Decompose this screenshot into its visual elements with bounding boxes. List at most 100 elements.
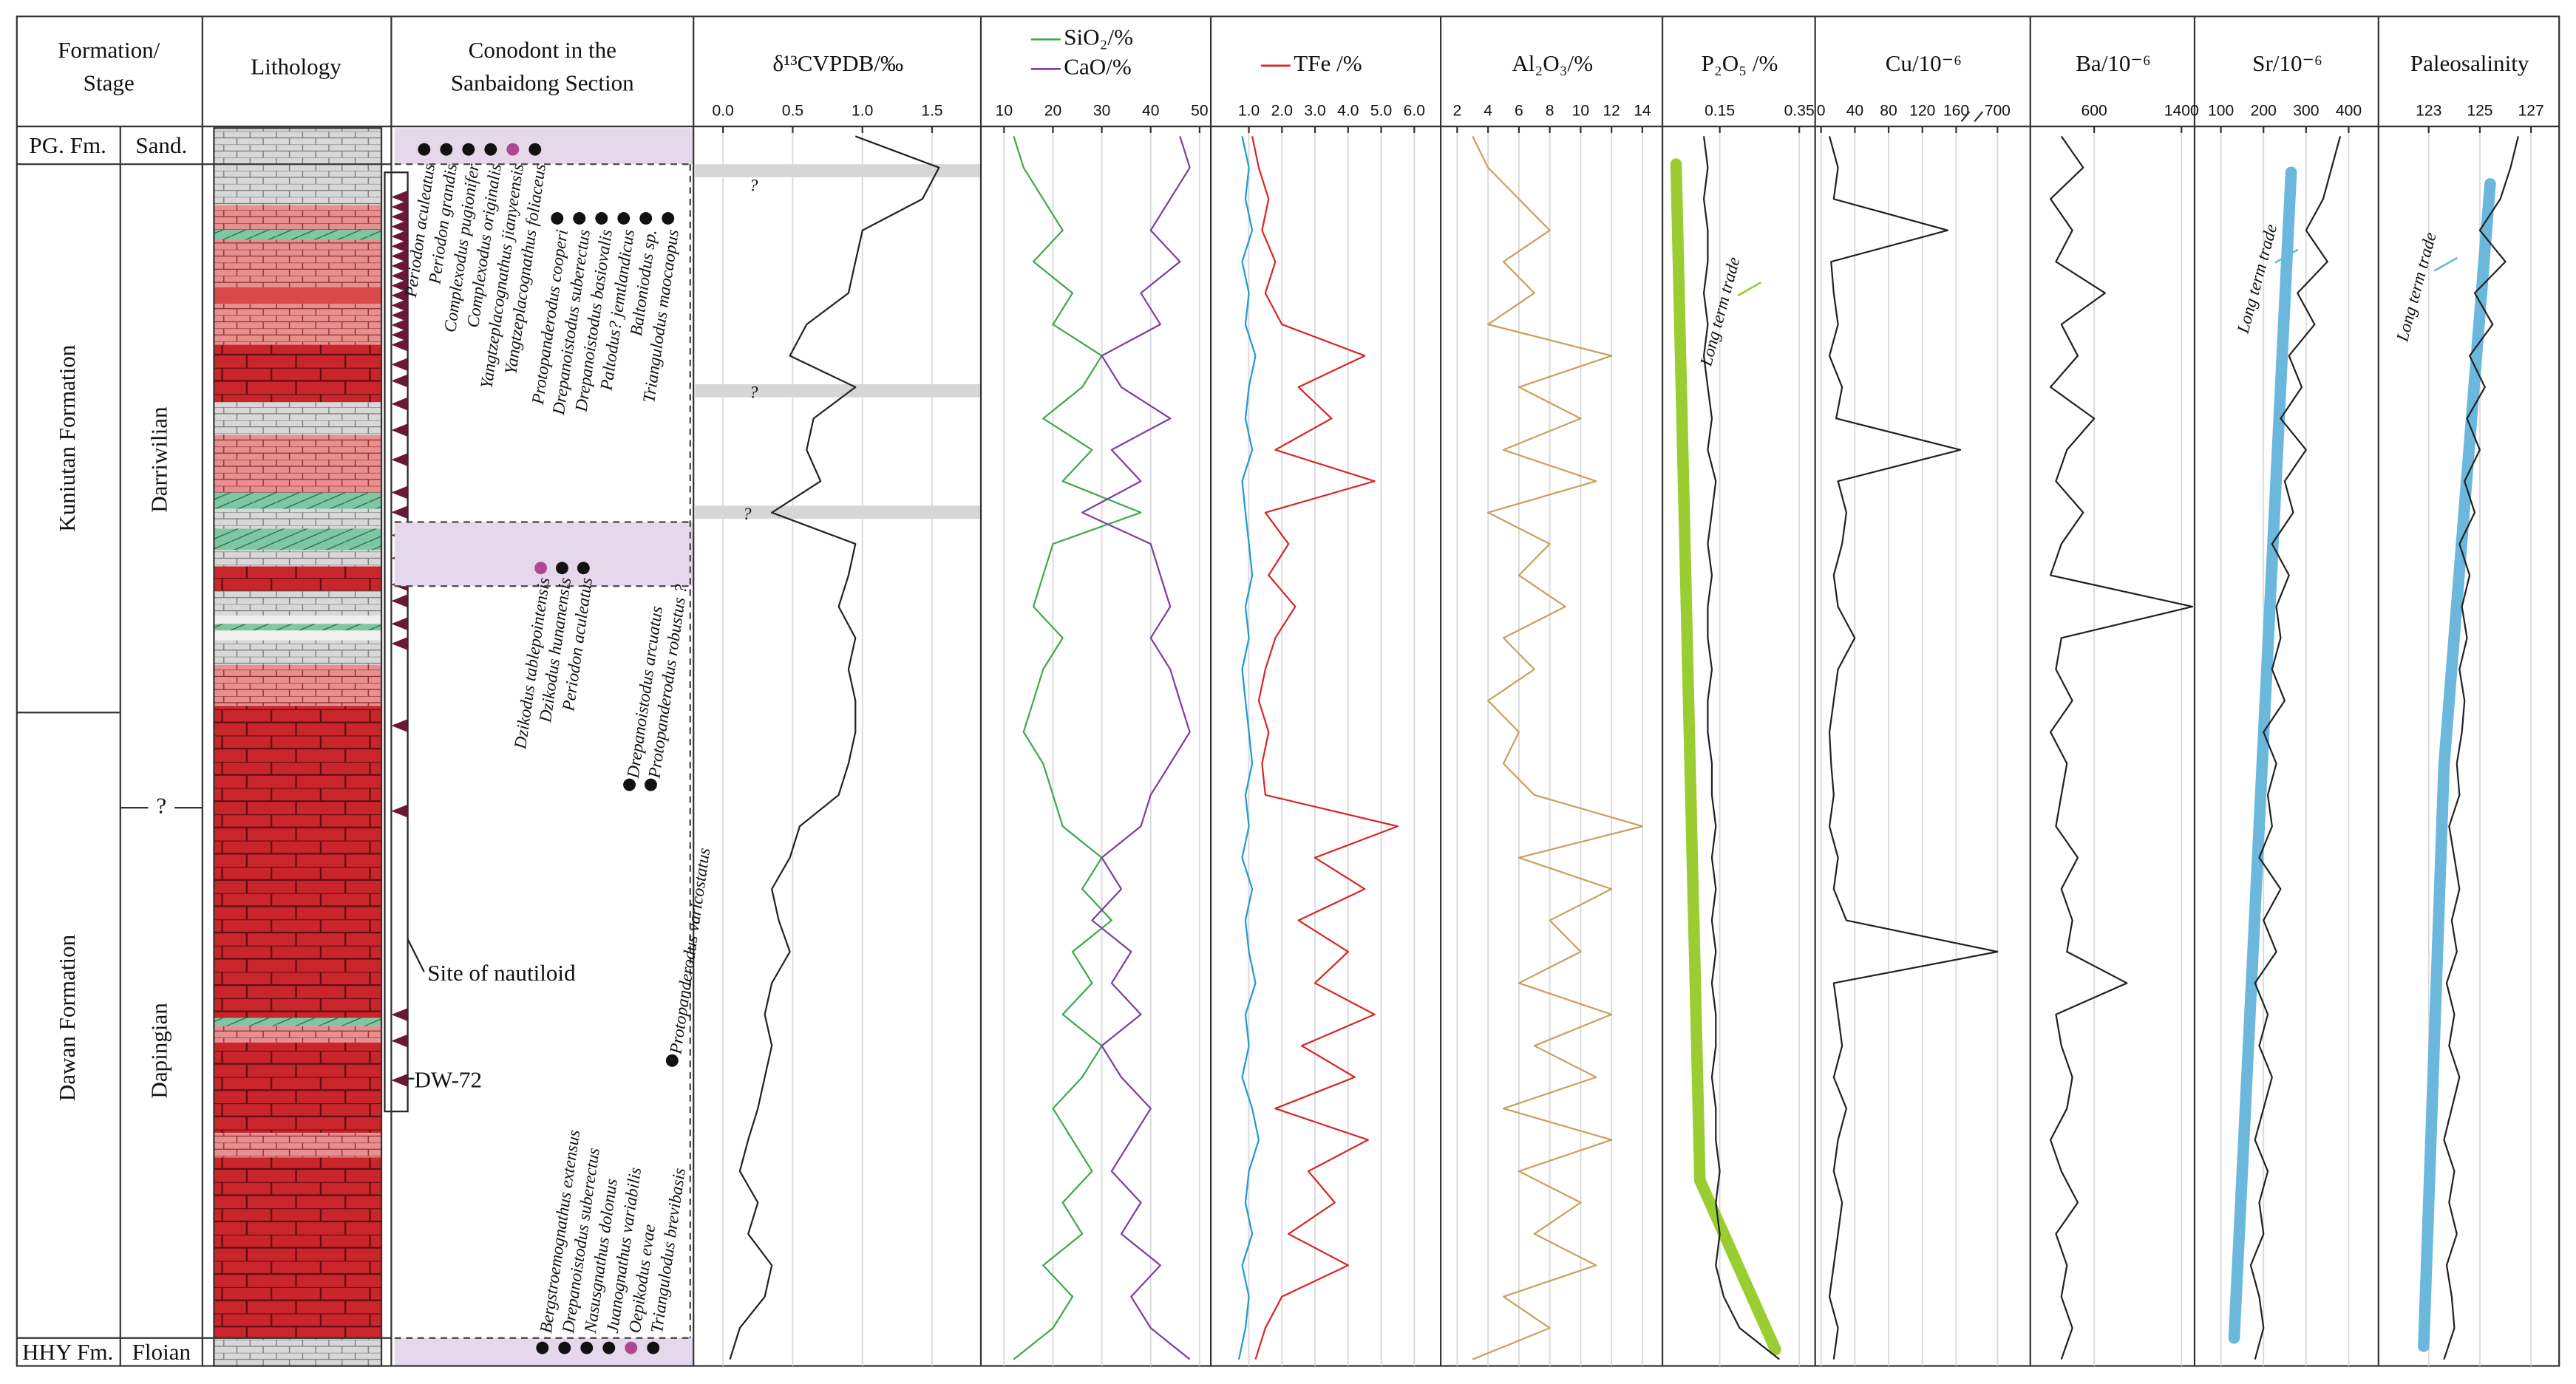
x-tick-label: 4.0 <box>1337 103 1359 120</box>
conodont-dot <box>602 1341 616 1354</box>
x-tick-label: 0 <box>1817 103 1826 120</box>
sample-marker <box>391 318 408 332</box>
conodont-dot <box>551 212 564 225</box>
track-title: Al₂O₃/% <box>1512 50 1593 76</box>
x-tick-label: 600 <box>2081 103 2107 120</box>
track-title: δ¹³CVPDB/‰ <box>772 50 903 76</box>
x-tick-label: 2 <box>1453 103 1462 120</box>
x-tick-label: 6 <box>1515 103 1523 120</box>
stage: Dapingian <box>146 1003 171 1099</box>
formation: Kuniutan Formation <box>54 344 80 531</box>
axis-break <box>1960 111 1984 123</box>
x-tick-label: 200 <box>2251 103 2277 120</box>
sample-marker <box>391 505 408 519</box>
x-tick-label: 100 <box>2208 103 2234 120</box>
conodont-dot <box>506 143 520 156</box>
sample-marker <box>391 230 408 243</box>
sample-marker <box>391 594 408 608</box>
x-tick-label: 300 <box>2293 103 2319 120</box>
x-tick-label: 14 <box>1634 103 1651 120</box>
conodont-dot <box>529 143 542 156</box>
conodont-dot <box>556 562 568 575</box>
sample-marker <box>391 1034 408 1048</box>
conodont-bands <box>394 128 694 1366</box>
sample-marker <box>391 804 408 818</box>
sample-marker <box>391 338 408 352</box>
x-tick-label: 40 <box>1846 103 1863 120</box>
series-line <box>2249 136 2342 1360</box>
x-tick-label: 8 <box>1546 103 1554 120</box>
annotation-leader <box>2274 248 2299 264</box>
x-tick-label: 127 <box>2518 103 2544 120</box>
conodont-name: Protopanderodus varicostatus <box>666 847 714 1056</box>
sample-marker <box>391 289 408 302</box>
conodont-dot <box>558 1341 571 1354</box>
stage: Sand. <box>135 132 187 158</box>
trend-line <box>2418 178 2496 1352</box>
formation: HHY Fm. <box>22 1339 113 1365</box>
track-title: Ba/10⁻⁶ <box>2076 50 2151 76</box>
annotation-leader <box>1737 281 1762 297</box>
sample-marker <box>391 423 408 437</box>
x-tick-label: 3.0 <box>1304 103 1325 120</box>
x-tick-label: 0.35 <box>1784 103 1815 120</box>
conodont-dot <box>623 778 636 791</box>
track-title: Paleosalinity <box>2410 50 2529 76</box>
formation: Dawan Formation <box>54 934 80 1101</box>
conodont-dot <box>639 212 653 225</box>
conodont-dot <box>595 212 608 225</box>
x-tick-label: 4 <box>1484 103 1492 120</box>
x-tick-label: 1.0 <box>1238 103 1260 120</box>
x-tick-label: 5.0 <box>1370 103 1392 120</box>
conodont-dot <box>573 212 586 225</box>
x-tick-label: 30 <box>1093 103 1110 120</box>
annotation: ? <box>750 384 758 403</box>
header: Formation/ <box>58 37 160 63</box>
x-tick-label: 123 <box>2416 103 2441 120</box>
header: Lithology <box>251 53 341 79</box>
x-tick-label: 120 <box>1909 103 1935 120</box>
annotation: Long term trade <box>2234 222 2282 336</box>
sample-marker <box>391 374 408 388</box>
sample-marker <box>391 200 408 214</box>
series-line <box>1081 136 1191 1360</box>
x-tick-label: 6.0 <box>1404 103 1425 120</box>
sample-marker <box>391 259 408 273</box>
series-line <box>1702 136 1780 1360</box>
trend-line <box>1670 158 1781 1356</box>
x-tick-label: 50 <box>1191 103 1208 120</box>
annotation-leader <box>2433 256 2458 272</box>
plots: δ¹³CVPDB/‰0.0 0.5 1.0 1.5???SiO₂/%CaO/%10 20… <box>712 24 2544 1366</box>
boundary: ? <box>156 792 166 818</box>
formation: PG. Fm. <box>29 132 106 158</box>
sample-marker <box>391 485 408 500</box>
sample-marker <box>391 279 408 293</box>
conodont-dot <box>662 212 675 225</box>
track-title: Cu/10⁻⁶ <box>1886 50 1962 76</box>
stage: Darriwilian <box>146 406 171 513</box>
conodont-dot <box>644 778 657 791</box>
note: DW-72 <box>414 1066 482 1092</box>
sample-marker <box>391 397 408 411</box>
lithology-column <box>213 127 425 1367</box>
x-tick-label: 1.5 <box>921 103 942 120</box>
sample-marker <box>391 308 408 322</box>
x-tick-label: 160 <box>1943 103 1969 120</box>
x-tick-label: 2.0 <box>1271 103 1293 120</box>
conodont-dot <box>440 143 453 156</box>
x-tick-label: 10 <box>1572 103 1589 120</box>
conodont-dot <box>617 212 631 225</box>
series-line <box>2443 136 2519 1360</box>
x-tick-label: 80 <box>1880 103 1897 120</box>
sample-marker <box>391 1074 408 1087</box>
sample-marker <box>391 617 408 631</box>
annotation: ? <box>743 505 752 524</box>
x-tick-label: 0.15 <box>1705 103 1735 120</box>
annotation: ? <box>750 177 758 196</box>
x-tick-label: 40 <box>1142 103 1159 120</box>
conodont-dot <box>484 143 497 156</box>
sample-marker <box>391 249 408 263</box>
series-line <box>2049 135 2194 1360</box>
